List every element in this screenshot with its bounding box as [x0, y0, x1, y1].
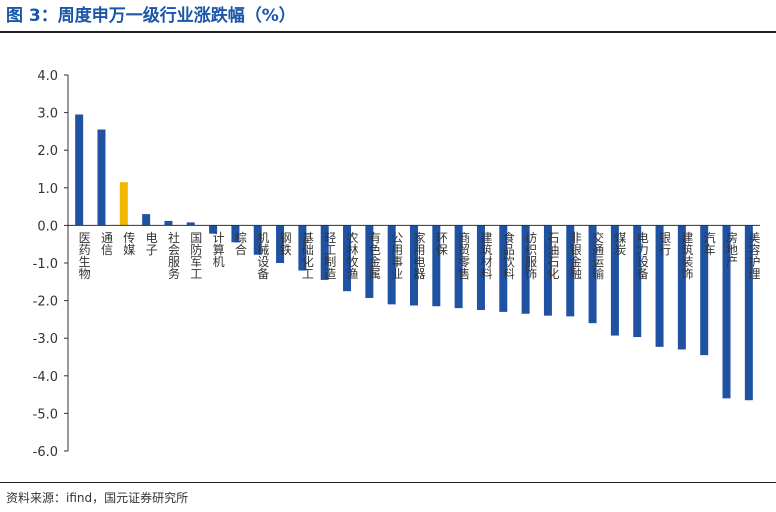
x-tick-label: 房地产	[725, 230, 739, 268]
chart-title: 图 3：周度申万一级行业涨跌幅（%）	[6, 4, 296, 28]
x-tick-label: 计算机	[211, 231, 225, 267]
bar	[633, 225, 642, 338]
bar	[610, 225, 619, 336]
x-tick-label: 食品饮料	[501, 230, 515, 279]
bar	[543, 225, 552, 316]
bar	[164, 220, 173, 226]
bar	[476, 225, 485, 310]
x-tick-label: 银行	[658, 231, 672, 255]
x-tick-label: 商贸零售	[457, 230, 471, 279]
bar	[410, 225, 418, 306]
x-tick-label: 轻工制造	[323, 231, 337, 279]
x-tick-label: 通信	[99, 231, 113, 256]
x-tick-label: 农林牧渔	[345, 231, 359, 279]
bar	[677, 225, 686, 350]
y-tick-label: 0.0	[37, 219, 58, 234]
x-tick-label: 纺织服饰	[524, 231, 538, 279]
x-tick-label: 建筑材料	[479, 231, 493, 279]
y-tick-label: -5.0	[33, 407, 58, 422]
x-tick-label: 有色金属	[367, 231, 381, 280]
top-rule	[0, 31, 776, 33]
y-tick-label: 3.0	[37, 107, 58, 122]
bar	[365, 225, 374, 298]
y-tick-label: -3.0	[33, 332, 58, 347]
x-tick-label: 非银金融	[568, 231, 582, 280]
bar	[588, 225, 597, 324]
figure-number: 图 3：	[6, 6, 58, 26]
bar	[75, 114, 84, 226]
bar	[142, 214, 151, 226]
x-tick-label: 建筑装饰	[680, 231, 694, 279]
x-tick-label: 环保	[434, 231, 448, 255]
y-tick-label: 1.0	[37, 182, 58, 197]
x-tick-label: 煤炭	[613, 231, 627, 256]
x-tick-label: 钢铁	[278, 231, 292, 255]
y-tick-label: -1.0	[33, 257, 58, 272]
bar	[343, 225, 352, 292]
y-tick-label: -4.0	[33, 370, 58, 385]
bar	[700, 225, 709, 356]
bar	[186, 222, 195, 226]
x-tick-label: 交通运输	[591, 230, 605, 280]
y-tick-label: -6.0	[33, 445, 58, 460]
bar	[432, 225, 441, 307]
x-tick-label: 电力设备	[635, 231, 649, 280]
bottom-rule	[0, 482, 776, 483]
bar	[499, 225, 508, 312]
chart-title-text: 周度申万一级行业涨跌幅（%）	[57, 6, 296, 26]
bar	[320, 225, 329, 280]
x-tick-label: 基础化工	[300, 231, 314, 279]
bar	[276, 225, 285, 263]
bar	[253, 225, 262, 255]
x-tick-label: 电子	[144, 231, 158, 255]
x-tick-label: 传媒	[122, 230, 136, 255]
x-tick-label: 美容护理	[747, 231, 761, 279]
x-tick-label: 石油石化	[546, 231, 560, 280]
x-tick-label: 公用事业	[390, 231, 404, 279]
bar	[454, 225, 463, 309]
bar	[119, 182, 128, 226]
bar	[97, 129, 106, 226]
x-tick-label: 汽车	[702, 230, 716, 256]
bar	[231, 225, 240, 243]
y-tick-label: 2.0	[37, 144, 58, 159]
x-tick-label: 医药生物	[77, 231, 91, 279]
x-tick-label: 国防军工	[189, 231, 203, 279]
x-tick-label: 社会服务	[166, 230, 180, 279]
y-tick-label: -2.0	[33, 295, 58, 310]
source-note: 资料来源：ifind，国元证券研究所	[6, 491, 189, 505]
bar-chart: 4.0 3.0 2.0 1.0 0.0 -1.0 -2.0 -3.0 -4.0 -5.0 -6.0 医…	[33, 69, 761, 460]
bar	[566, 225, 575, 317]
bar	[722, 225, 731, 399]
bar	[744, 225, 753, 401]
x-tick-label: 综合	[233, 231, 247, 255]
x-tick-label: 机械设备	[256, 231, 270, 280]
bar	[387, 225, 396, 305]
x-tick-label: 家用电器	[412, 230, 426, 280]
bar	[298, 225, 307, 271]
y-tick-label: 4.0	[37, 69, 58, 84]
bar	[655, 225, 664, 347]
bar	[209, 225, 218, 234]
bar	[521, 225, 530, 314]
